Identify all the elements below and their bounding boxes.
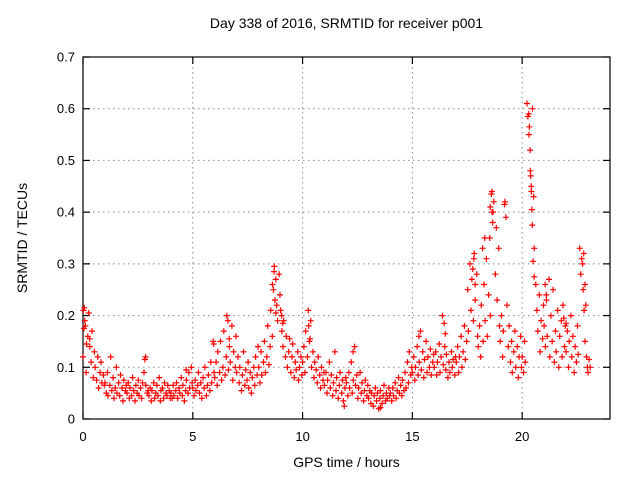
chart-title: Day 338 of 2016, SRMTID for receiver p00… [209, 15, 484, 31]
y-tick-label: 0.1 [57, 360, 75, 375]
y-tick-label: 0.7 [57, 50, 75, 65]
scatter-points [80, 100, 594, 412]
x-tick-label: 0 [79, 429, 86, 444]
y-tick-label: 0.3 [57, 256, 75, 271]
x-tick-label: 15 [405, 429, 419, 444]
y-tick-label: 0.4 [57, 205, 75, 220]
y-tick-label: 0.5 [57, 153, 75, 168]
y-tick-label: 0.6 [57, 101, 75, 116]
x-tick-label: 5 [189, 429, 196, 444]
plot-border [82, 56, 611, 420]
x-tick-label: 10 [295, 429, 309, 444]
y-tick-label: 0.2 [57, 308, 75, 323]
x-axis-label: GPS time / hours [293, 454, 400, 470]
x-tick-label: 20 [515, 429, 529, 444]
y-tick-label: 0 [68, 412, 75, 427]
